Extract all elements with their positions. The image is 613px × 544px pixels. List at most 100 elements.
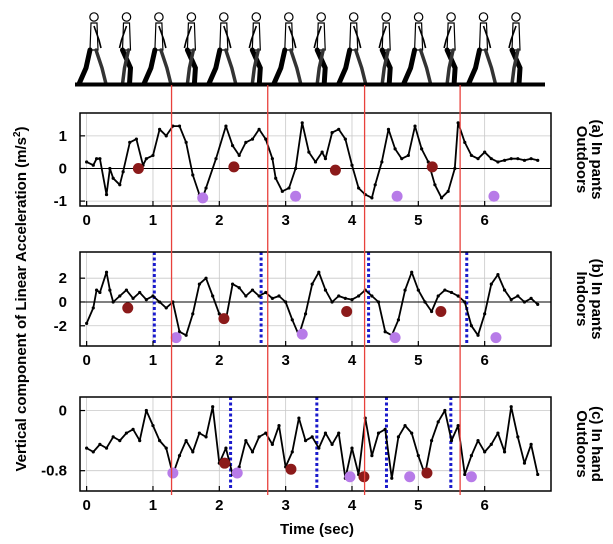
event-marker bbox=[132, 162, 144, 174]
data-point bbox=[270, 157, 274, 161]
data-point bbox=[317, 270, 321, 274]
x-tick-label: 4 bbox=[348, 497, 357, 514]
data-point bbox=[469, 153, 473, 158]
walker-head bbox=[446, 12, 456, 22]
data-point bbox=[433, 183, 437, 187]
data-point bbox=[118, 294, 122, 298]
data-point bbox=[337, 127, 341, 131]
x-tick-label: 0 bbox=[82, 352, 90, 369]
x-tick-label: 0 bbox=[82, 497, 90, 514]
data-point bbox=[250, 137, 255, 141]
data-point bbox=[396, 435, 401, 439]
x-tick-label: 6 bbox=[480, 497, 488, 514]
data-point bbox=[280, 189, 284, 193]
data-point bbox=[204, 186, 208, 190]
data-point bbox=[536, 302, 540, 306]
walker-arm bbox=[482, 25, 492, 49]
walking-person-icon bbox=[313, 12, 328, 87]
data-point bbox=[204, 435, 208, 439]
data-point bbox=[214, 157, 218, 161]
walker-leg-back bbox=[379, 47, 393, 87]
walker-leg-front bbox=[445, 48, 455, 86]
data-point bbox=[164, 306, 168, 310]
walker-leg-back bbox=[206, 47, 223, 87]
panel-label-line1: (c) In hand bbox=[588, 406, 605, 482]
data-point bbox=[463, 300, 467, 304]
walker-leg-back bbox=[141, 47, 158, 87]
y-tick-label: 0 bbox=[59, 160, 67, 177]
x-tick-label: 5 bbox=[414, 497, 422, 514]
data-point bbox=[483, 450, 487, 454]
data-point bbox=[436, 294, 440, 298]
data-point bbox=[516, 435, 520, 439]
event-marker bbox=[421, 467, 433, 479]
walker-leg-back bbox=[466, 47, 482, 87]
data-point bbox=[264, 290, 268, 295]
event-marker bbox=[122, 302, 134, 314]
data-point bbox=[270, 442, 274, 446]
walker-arm bbox=[183, 25, 193, 49]
data-point bbox=[380, 160, 384, 164]
data-point bbox=[297, 416, 301, 420]
walker-head bbox=[283, 12, 294, 22]
data-point bbox=[184, 439, 188, 443]
data-point bbox=[483, 150, 487, 154]
data-point bbox=[396, 318, 401, 322]
x-tick-label: 4 bbox=[348, 212, 357, 229]
data-point bbox=[476, 157, 480, 161]
data-point bbox=[204, 276, 208, 280]
data-point bbox=[177, 124, 182, 128]
walker-head bbox=[186, 12, 197, 22]
data-point bbox=[250, 450, 255, 454]
walker-arm bbox=[352, 25, 362, 49]
x-tick-label: 2 bbox=[215, 212, 223, 229]
data-point bbox=[357, 294, 361, 298]
walker-leg-back bbox=[509, 47, 523, 87]
walker-leg-front bbox=[289, 48, 303, 86]
y-tick-label: -0.8 bbox=[41, 463, 67, 480]
walking-person-icon bbox=[248, 12, 263, 87]
walking-person-icon bbox=[401, 12, 433, 87]
data-point bbox=[410, 431, 414, 435]
data-point bbox=[449, 290, 454, 295]
data-point bbox=[290, 450, 294, 454]
data-point bbox=[211, 405, 215, 409]
data-point bbox=[158, 439, 162, 443]
data-point bbox=[124, 431, 129, 435]
data-point bbox=[237, 153, 241, 158]
data-point bbox=[476, 439, 480, 443]
walker-head bbox=[348, 12, 359, 22]
data-point bbox=[489, 442, 493, 446]
data-point bbox=[376, 431, 381, 435]
walker-strip bbox=[75, 12, 545, 87]
walker-arm bbox=[313, 25, 322, 49]
data-point bbox=[307, 150, 311, 154]
data-point bbox=[370, 294, 374, 298]
data-point bbox=[489, 282, 493, 286]
data-point bbox=[370, 196, 374, 200]
data-point bbox=[85, 446, 89, 450]
walker-leg-back bbox=[184, 47, 198, 87]
data-point bbox=[420, 147, 424, 151]
plot-frame bbox=[79, 112, 552, 207]
walker-head bbox=[219, 12, 229, 22]
data-point bbox=[111, 176, 115, 180]
data-point bbox=[164, 134, 168, 138]
walker-leg-front bbox=[159, 48, 173, 86]
panel-label-line2: Outdoors bbox=[573, 410, 590, 478]
data-point bbox=[134, 137, 138, 141]
data-point bbox=[463, 472, 467, 477]
data-point bbox=[290, 318, 294, 322]
data-point bbox=[529, 442, 533, 446]
walker-arm bbox=[118, 25, 128, 49]
event-marker bbox=[231, 467, 243, 479]
data-point bbox=[128, 140, 132, 144]
walker-leg-front bbox=[120, 48, 131, 86]
data-point bbox=[293, 166, 298, 171]
walker-leg-front bbox=[353, 48, 368, 86]
walker-arm bbox=[158, 25, 167, 49]
y-tick-label: -1 bbox=[54, 193, 67, 210]
panel-label-line2: Outdoors bbox=[573, 126, 590, 194]
walker-head bbox=[478, 12, 489, 22]
